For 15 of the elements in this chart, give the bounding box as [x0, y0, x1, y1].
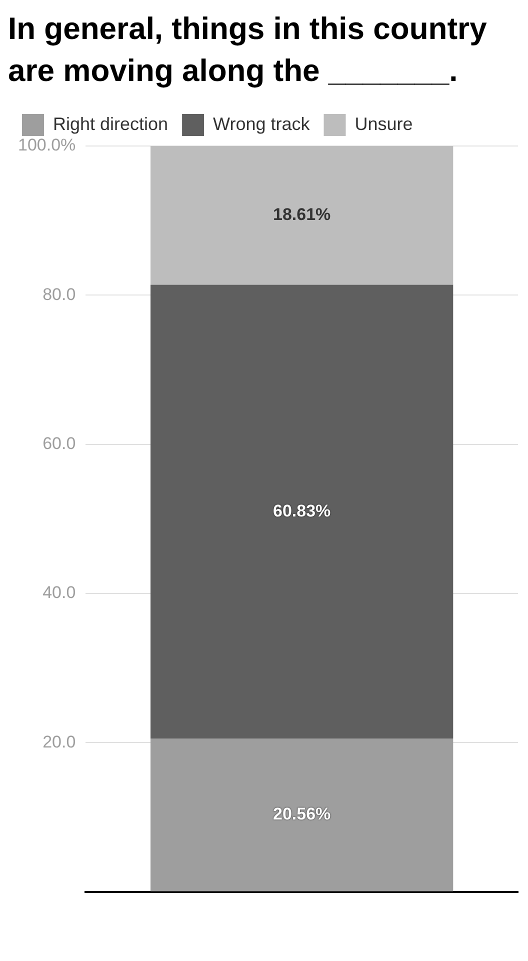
legend-label: Unsure	[354, 114, 413, 134]
data-label: 60.83%	[272, 501, 331, 520]
legend-label: Right direction	[53, 114, 168, 134]
y-tick-label: 100.0%	[18, 136, 76, 155]
y-tick-label: 40.0	[42, 583, 76, 602]
chart-title: In general, things in this country are moving along the _______.	[8, 10, 488, 90]
y-tick-label: 20.0	[42, 732, 76, 752]
legend-label: Wrong track	[213, 114, 311, 134]
y-tick-label: 80.0	[42, 284, 76, 304]
bar	[150, 146, 454, 285]
bar	[150, 738, 454, 892]
bar	[150, 284, 454, 738]
data-label: 20.56%	[272, 804, 331, 824]
y-tick-label: 60.0	[42, 434, 76, 454]
data-label: 18.61%	[272, 205, 331, 224]
